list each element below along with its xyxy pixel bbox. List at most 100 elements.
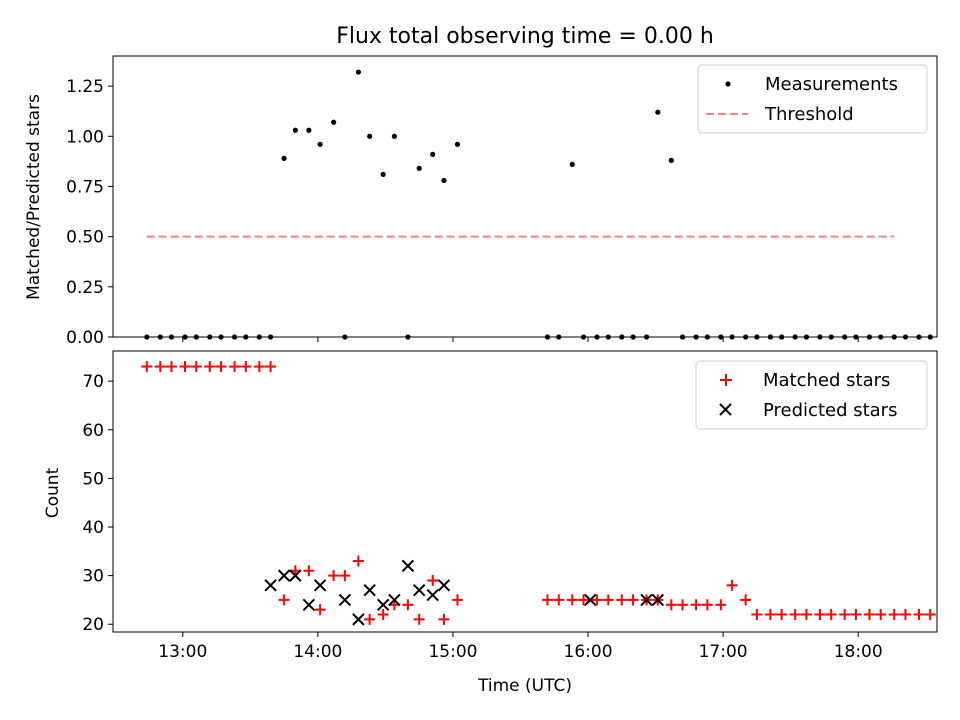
matched-star-marker [339,570,351,582]
x-tick-label: 13:00 [158,642,207,662]
legend-predicted-marker [719,403,732,416]
matched-star-marker [240,361,252,373]
measurement-point [380,171,386,178]
top-legend: Measurements Threshold [697,64,928,134]
matched-star-marker [839,608,851,620]
y-tick-label: 70 [82,372,104,392]
matched-star-marker [875,608,887,620]
y-tick-label: 0.25 [66,278,104,298]
matched-star-marker [215,361,227,373]
measurement-point [416,165,422,171]
predicted-star-marker [313,579,327,592]
matched-star-marker [726,579,738,591]
predicted-star-marker [352,613,365,626]
predicted-star-marker [437,579,451,592]
figure-title: Flux total observing time = 0.00 h [336,24,714,49]
y-tick-label: 0.00 [66,328,104,348]
matched-star-marker [328,570,340,582]
matched-star-marker [377,608,389,620]
matched-star-marker [438,613,450,625]
bottom-x-axis-label: Time (UTC) [477,676,572,696]
matched-star-marker [764,608,776,620]
top-legend-frame [697,64,928,134]
top-panel: 0.00 0.25 0.50 0.75 1.00 1.25 Matched/Predict… [24,55,938,348]
predicted-star-marker [388,593,401,607]
measurement-point [292,127,298,133]
matched-star-marker [154,361,166,373]
matched-star-marker [166,361,178,373]
bottom-axis-ticks: 13:00 14:00 15:00 16:00 17:00 18:00 20 30 40 50 60… [82,372,882,662]
matched-star-marker [740,594,752,606]
predicted-star-marker [363,583,376,597]
predicted-star-marker [651,593,665,607]
matched-star-marker [253,361,265,373]
matched-star-marker [616,594,628,606]
matched-star-marker [850,608,862,620]
measurement-point [281,155,287,161]
legend-matched-label: Matched stars [763,370,890,391]
matched-star-marker [899,608,911,620]
matched-star-marker [665,599,677,611]
matched-star-marker [402,599,414,611]
measurement-point [569,161,575,167]
top-y-axis-label: Matched/Predicted stars [24,94,44,300]
matched-star-marker [751,608,763,620]
legend-measurements-marker [725,81,731,87]
y-tick-label: 30 [82,567,104,587]
predicted-star-marker [289,569,302,582]
matched-star-marker [179,361,191,373]
legend-matched-marker [720,374,732,386]
matched-star-marker [278,594,290,606]
y-tick-label: 1.00 [66,127,104,147]
predicted-star-marker [376,598,390,611]
top-axis-ticks: 0.00 0.25 0.50 0.75 1.00 1.25 [66,77,859,348]
predicted-star-marker [412,583,426,597]
y-tick-label: 60 [82,421,104,441]
matched-star-marker [578,594,590,606]
measurement-point [367,133,373,139]
matched-star-marker [789,608,801,620]
legend-predicted-label: Predicted stars [763,400,897,421]
predicted-star-marker [277,569,291,582]
matched-star-marker [825,608,837,620]
matched-star-marker [451,594,463,606]
matched-star-marker [190,361,202,373]
matched-star-marker [229,361,241,373]
predicted-star-marker [640,593,653,607]
predicted-star-marker [426,588,439,602]
matched-star-marker [413,613,425,625]
matched-star-marker [913,608,925,620]
x-tick-label: 17:00 [699,642,748,662]
predicted-star-marker [264,579,277,592]
measurement-point [331,119,337,125]
x-tick-label: 14:00 [293,642,342,662]
y-tick-label: 1.25 [66,77,104,97]
matched-star-marker [566,594,578,606]
y-tick-label: 40 [82,518,104,538]
matched-star-marker [800,608,812,620]
predicted-star-marker [302,598,316,611]
bottom-data-marks [141,361,936,626]
matched-star-marker [265,361,277,373]
y-tick-label: 0.50 [66,228,104,248]
legend-threshold-label: Threshold [764,104,854,125]
x-tick-label: 16:00 [564,642,613,662]
matched-star-marker [888,608,900,620]
matched-star-marker [701,599,713,611]
matched-star-marker [427,574,439,586]
matched-star-marker [602,594,614,606]
matched-star-marker [776,608,788,620]
matched-star-marker [814,608,826,620]
matched-star-marker [352,555,364,567]
measurement-point [355,69,361,75]
matched-star-marker [924,608,936,620]
measurement-point [317,141,323,147]
bottom-axes-frame [112,350,938,633]
matched-star-marker [364,613,376,625]
bottom-panel: 13:00 14:00 15:00 16:00 17:00 18:00 20 30 40 50 60… [43,350,938,696]
predicted-star-marker [584,593,597,607]
matched-star-marker [627,594,639,606]
matched-star-marker [591,594,603,606]
measurement-point [655,109,661,115]
bottom-legend: Matched stars Predicted stars [695,360,928,430]
